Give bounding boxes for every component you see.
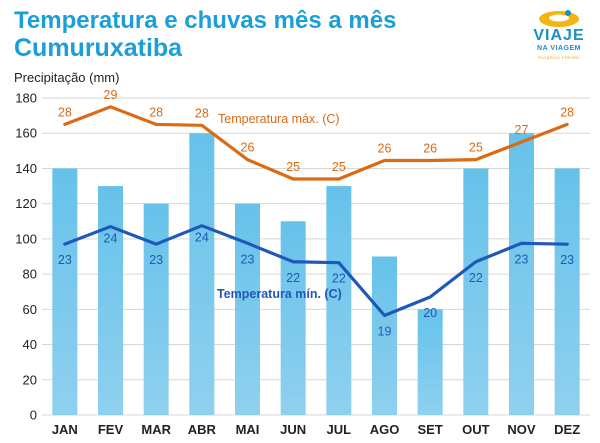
precipitation-bar: [417, 309, 443, 415]
x-axis-ticks: JAN FEV MAR ABR MAI JUN JUL AGO SET OUT NOV DEZ: [52, 422, 580, 437]
y-axis-label: Precipitação (mm): [14, 70, 119, 85]
precipitation-bar: [235, 203, 260, 415]
max-temperature-line: [63, 105, 569, 181]
max-temperature-label: 26: [241, 141, 255, 155]
x-tick-label: MAR: [141, 422, 171, 437]
y-tick-label: 60: [23, 302, 37, 317]
logo-tagline: NA VIAGEM: [537, 45, 581, 52]
x-tick-label: JUN: [280, 422, 306, 437]
precipitation-bar: [52, 168, 78, 415]
x-tick-label: SET: [418, 422, 443, 437]
legend-min-temperature: Temperatura mín. (C): [217, 287, 342, 301]
data-labels: 28 29 28 28 26 25 25 26 26 25 27 28 23 24 23 24 23 22 22 19…: [58, 88, 574, 339]
y-tick-label: 0: [30, 408, 37, 423]
max-temperature-label: 25: [332, 160, 346, 174]
precipitation-bar: [143, 203, 169, 415]
max-temperature-label: 27: [515, 123, 529, 137]
precipitation-bar: [554, 168, 580, 415]
float-ring-icon: [539, 10, 579, 27]
min-temperature-label: 22: [469, 271, 483, 285]
precipitation-bar: [98, 186, 123, 415]
x-tick-label: ABR: [188, 422, 217, 437]
logo-author: RICARDO FREIRE: [538, 55, 580, 60]
min-temperature-label: 22: [332, 272, 346, 286]
min-temperature-label: 23: [515, 252, 529, 266]
brand-logo: VIAJE NA VIAGEM RICARDO FREIRE: [524, 6, 594, 64]
precipitation-bar: [509, 133, 534, 415]
max-temperature-label: 25: [286, 160, 300, 174]
x-tick-label: DEZ: [554, 422, 580, 437]
x-tick-label: JUL: [327, 422, 352, 437]
precipitation-bar: [463, 168, 489, 415]
y-tick-label: 20: [23, 372, 37, 387]
min-temperature-label: 24: [195, 231, 209, 245]
temperature-lines: [63, 105, 569, 318]
y-tick-label: 140: [15, 161, 37, 176]
min-temperature-label: 23: [241, 252, 255, 266]
max-temperature-label: 25: [469, 141, 483, 155]
max-temperature-label: 28: [58, 105, 72, 119]
min-temperature-label: 23: [58, 253, 72, 267]
y-tick-label: 80: [23, 267, 37, 282]
max-temperature-label: 28: [149, 105, 163, 119]
min-temperature-label: 23: [560, 253, 574, 267]
x-tick-label: OUT: [462, 422, 490, 437]
precipitation-bar: [189, 133, 215, 415]
max-temperature-label: 26: [423, 142, 437, 156]
logo-name: VIAJE: [533, 27, 585, 44]
min-temperature-label: 22: [286, 271, 300, 285]
y-tick-label: 40: [23, 337, 37, 352]
y-tick-label: 120: [15, 196, 37, 211]
y-tick-label: 180: [15, 91, 37, 106]
chart-subtitle: Cumuruxatiba: [14, 34, 183, 62]
min-temperature-label: 20: [423, 306, 437, 320]
min-temperature-line: [63, 224, 569, 318]
y-tick-label: 100: [15, 231, 37, 246]
legend-max-temperature: Temperatura máx. (C): [218, 112, 340, 126]
precipitation-bar: [280, 221, 306, 415]
precipitation-bar: [372, 256, 397, 415]
precipitation-bars: [52, 133, 580, 415]
x-tick-label: NOV: [507, 422, 536, 437]
y-axis-ticks: 0 20 40 60 80 100 120 140 160 180: [15, 91, 37, 423]
grid-lines: [42, 97, 590, 416]
x-tick-label: JAN: [52, 422, 78, 437]
x-tick-label: MAI: [236, 422, 260, 437]
precipitation-bar: [326, 186, 352, 415]
max-temperature-label: 28: [560, 105, 574, 119]
max-temperature-label: 28: [195, 106, 209, 120]
y-tick-label: 160: [15, 126, 37, 141]
min-temperature-label: 24: [104, 232, 118, 246]
x-tick-label: AGO: [370, 422, 400, 437]
max-temperature-label: 29: [104, 88, 118, 102]
chart-title: Temperatura e chuvas mês a mês: [14, 7, 397, 34]
min-temperature-label: 19: [378, 324, 392, 338]
max-temperature-label: 26: [378, 142, 392, 156]
min-temperature-label: 23: [149, 253, 163, 267]
x-tick-label: FEV: [98, 422, 124, 437]
